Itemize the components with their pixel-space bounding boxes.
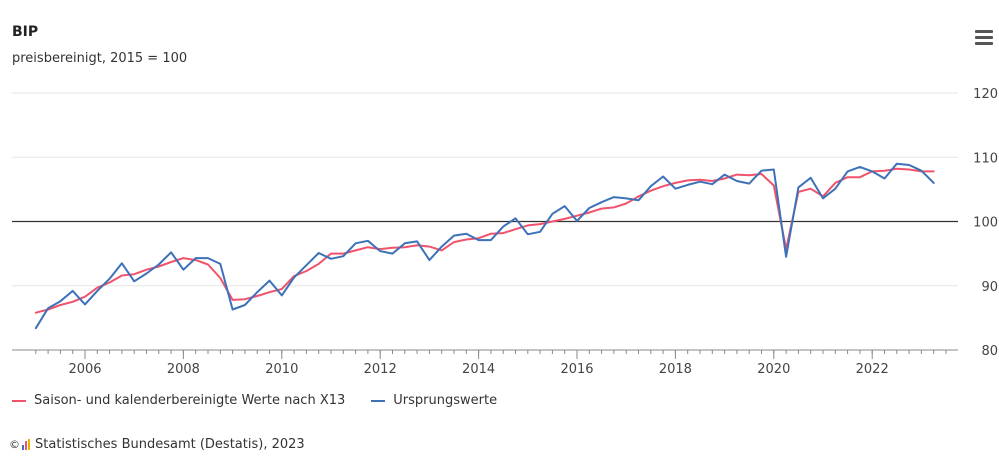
x-tick-label-2012: 2012 <box>364 362 397 377</box>
x-tick-label-2022: 2022 <box>856 362 889 377</box>
legend: Saison- und kalenderbereinigte Werte nac… <box>12 393 497 408</box>
credit-text: Statistisches Bundesamt (Destatis), 2023 <box>35 437 305 452</box>
legend-item-original[interactable]: Ursprungswerte <box>371 393 497 408</box>
y-tick-label-100: 100 <box>973 216 998 231</box>
legend-swatch-original <box>371 399 386 402</box>
y-tick-label-120: 120 <box>973 87 998 102</box>
x-tick-label-2008: 2008 <box>167 362 200 377</box>
legend-label-seasonal: Saison- und kalenderbereinigte Werte nac… <box>34 393 346 408</box>
menu-bar <box>975 36 993 39</box>
line-chart: 80 90 100 110 120 2006 2008 2010 2012 2014 2016 201… <box>12 87 998 377</box>
menu-bar <box>975 42 993 45</box>
series-line-1 <box>34 162 935 330</box>
legend-label-original: Ursprungswerte <box>393 393 498 408</box>
chart-subtitle: preisbereinigt, 2015 = 100 <box>12 51 188 66</box>
y-tick-label-90: 90 <box>981 280 998 295</box>
chart-title: BIP <box>12 24 39 40</box>
menu-bar <box>975 30 993 33</box>
x-tick-label-2018: 2018 <box>659 362 692 377</box>
x-tick-label-2020: 2020 <box>757 362 790 377</box>
x-tick-label-2014: 2014 <box>462 362 495 377</box>
legend-swatch-seasonal <box>12 399 26 402</box>
destatis-logo-icon <box>22 439 30 450</box>
x-tick-label-2016: 2016 <box>560 362 593 377</box>
x-tick-label-2010: 2010 <box>265 362 298 377</box>
copyright-icon: © <box>9 438 20 451</box>
x-tick-label-2006: 2006 <box>68 362 101 377</box>
legend-item-seasonal[interactable]: Saison- und kalenderbereinigte Werte nac… <box>12 393 345 408</box>
hamburger-icon[interactable] <box>975 30 993 46</box>
y-tick-label-110: 110 <box>973 151 998 166</box>
y-tick-label-80: 80 <box>981 344 998 359</box>
source-credit: © Statistisches Bundesamt (Destatis), 20… <box>9 437 305 452</box>
